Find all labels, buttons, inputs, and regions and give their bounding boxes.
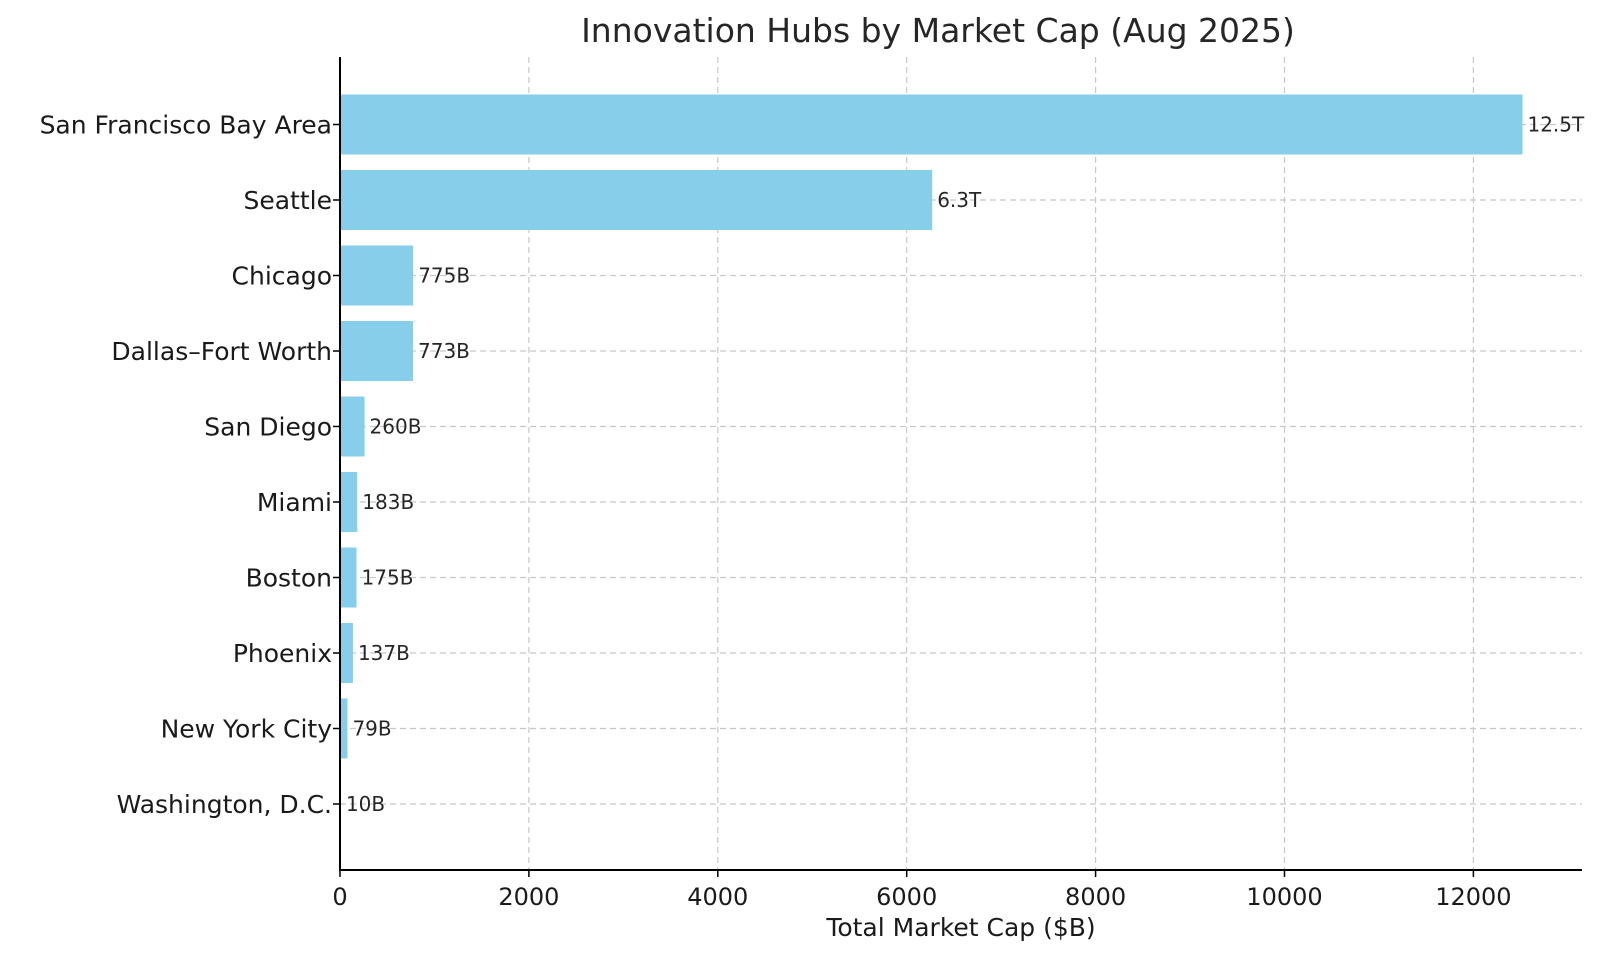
y-category-label-3: Dallas–Fort Worth [111,337,332,366]
x-tick-label-2: 4000 [687,883,748,911]
x-tick-label-3: 6000 [876,883,937,911]
bar-2 [340,245,414,306]
chart-title: Innovation Hubs by Market Cap (Aug 2025) [581,11,1295,50]
x-tick-label-6: 12000 [1435,883,1511,911]
data-label-4: 260B [370,415,422,439]
y-category-label-0: San Francisco Bay Area [40,111,332,140]
x-tick-label-0: 0 [332,883,347,911]
data-label-3: 773B [418,339,470,363]
bar-0 [340,94,1523,155]
x-tick-layer: 0 2000 4000 6000 8000 10000 12000 [332,870,1512,911]
bar-3 [340,321,414,381]
data-label-2: 775B [418,264,470,288]
y-category-layer: San Francisco Bay Area Seattle Chicago Dall… [40,111,340,819]
x-axis-label: Total Market Cap ($B) [825,913,1095,942]
data-label-0: 12.5T [1527,113,1585,137]
y-category-label-1: Seattle [243,186,332,215]
x-tick-label-1: 2000 [498,883,559,911]
y-category-label-5: Miami [257,488,332,517]
y-category-label-7: Phoenix [233,639,332,668]
bar-4 [340,396,365,457]
x-tick-label-4: 8000 [1065,883,1126,911]
y-category-label-2: Chicago [232,262,332,291]
data-label-1: 6.3T [937,188,982,212]
bar-layer [340,94,1523,834]
y-category-label-4: San Diego [204,413,332,442]
data-label-9: 10B [346,792,385,816]
data-label-8: 79B [352,717,391,741]
bar-8 [340,698,348,759]
data-label-5: 183B [362,490,414,514]
bar-5 [340,472,358,532]
y-category-label-6: Boston [246,564,332,593]
data-label-7: 137B [358,641,410,665]
bar-1 [340,170,933,230]
y-category-label-9: Washington, D.C. [117,790,332,819]
data-label-6: 175B [362,566,414,590]
x-tick-label-5: 10000 [1246,883,1322,911]
bar-6 [340,547,357,608]
bar-7 [340,623,353,683]
y-category-label-8: New York City [161,715,333,744]
data-label-layer: 12.5T 6.3T 775B 773B 260B 183B 175B 137B 79B 10B [346,113,1585,817]
